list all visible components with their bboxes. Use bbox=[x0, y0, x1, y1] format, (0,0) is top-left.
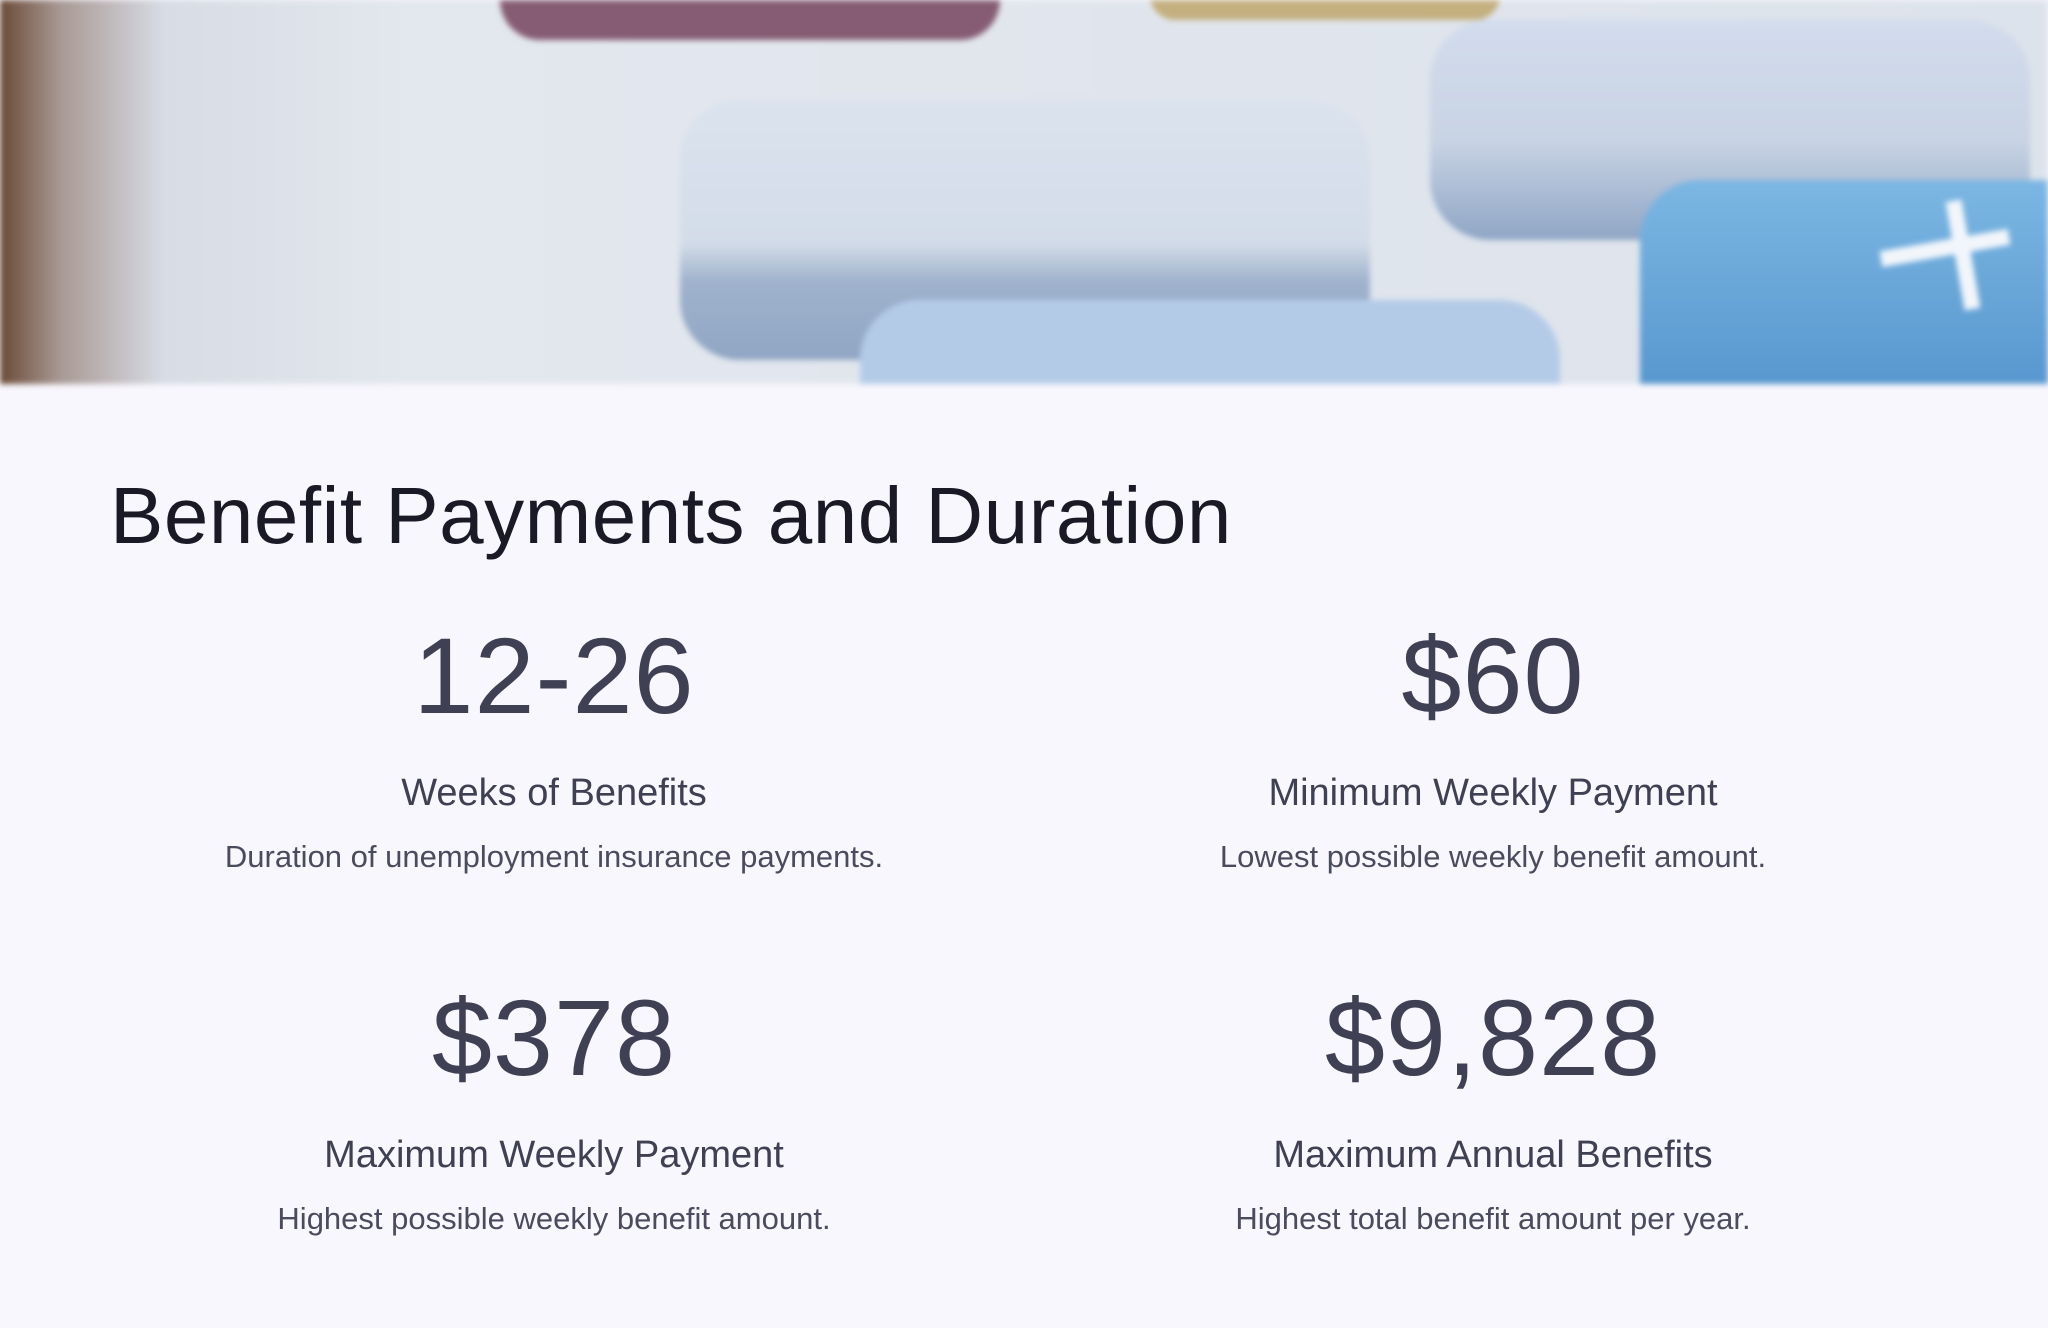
stat-minimum-weekly-payment: $60 Minimum Weekly Payment Lowest possib… bbox=[1023, 622, 1963, 875]
stat-maximum-annual-benefits: $9,828 Maximum Annual Benefits Highest t… bbox=[1023, 984, 1963, 1237]
stat-label: Weeks of Benefits bbox=[401, 772, 707, 814]
stat-label: Minimum Weekly Payment bbox=[1268, 772, 1718, 814]
stat-description: Highest total benefit amount per year. bbox=[1235, 1201, 1751, 1236]
hero-calculator-image bbox=[0, 0, 2048, 384]
stat-description: Lowest possible weekly benefit amount. bbox=[1219, 839, 1767, 874]
section-title: Benefit Payments and Duration bbox=[110, 471, 1232, 560]
stat-value: $9,828 bbox=[1324, 977, 1662, 1098]
stat-weeks-of-benefits: 12-26 Weeks of Benefits Duration of unem… bbox=[84, 622, 1024, 875]
stat-label: Maximum Annual Benefits bbox=[1273, 1134, 1713, 1176]
stat-value: 12-26 bbox=[413, 615, 695, 736]
stat-value: $378 bbox=[431, 977, 677, 1098]
stat-maximum-weekly-payment: $378 Maximum Weekly Payment Highest poss… bbox=[84, 984, 1024, 1237]
stat-description: Duration of unemployment insurance payme… bbox=[224, 839, 884, 874]
stat-label: Maximum Weekly Payment bbox=[324, 1134, 784, 1176]
stat-value: $60 bbox=[1401, 615, 1585, 736]
stat-description: Highest possible weekly benefit amount. bbox=[277, 1201, 831, 1236]
